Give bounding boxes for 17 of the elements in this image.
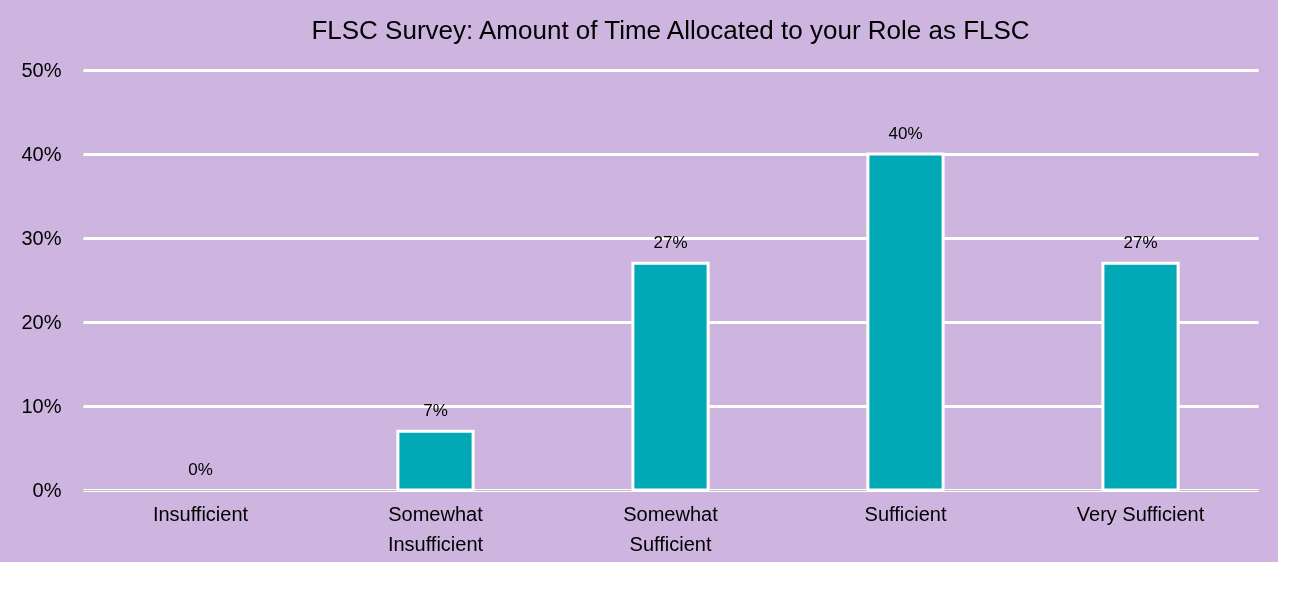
y-tick-label: 40% bbox=[21, 142, 62, 165]
data-label: 0% bbox=[188, 460, 213, 479]
x-tick-label: Somewhat Insufficient bbox=[387, 502, 484, 555]
data-label: 27% bbox=[653, 233, 688, 253]
y-tick-label: 50% bbox=[21, 58, 62, 81]
y-tick-label: 30% bbox=[21, 226, 62, 249]
x-tick-label: Sufficient bbox=[864, 502, 947, 525]
y-tick-label: 10% bbox=[21, 394, 62, 417]
x-tick-label: Insufficient bbox=[152, 502, 249, 525]
data-label: 27% bbox=[1123, 233, 1158, 253]
chart-title: FLSC Survey: Amount of Time Allocated to your Role as FLSC bbox=[311, 15, 1030, 45]
x-tick-label: Very Sufficient bbox=[1076, 502, 1205, 525]
y-tick-label: 20% bbox=[21, 310, 62, 333]
data-label: 7% bbox=[423, 401, 448, 421]
data-label: 40% bbox=[888, 124, 923, 143]
x-tick-label: Somewhat Sufficient bbox=[623, 502, 719, 555]
y-tick-label: 0% bbox=[32, 478, 62, 501]
